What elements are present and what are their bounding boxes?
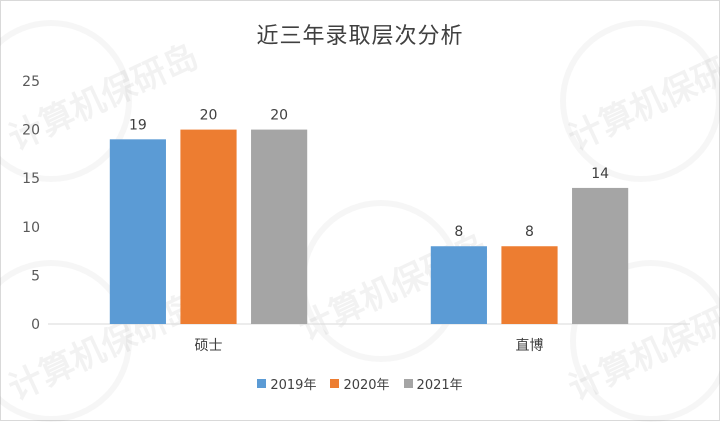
bar xyxy=(180,129,237,324)
bar xyxy=(572,187,629,324)
legend: 2019年 2020年 2021年 xyxy=(0,374,720,393)
data-label: 8 xyxy=(525,224,534,240)
legend-item: 2019年 xyxy=(257,374,316,393)
category-label: 硕士 xyxy=(195,338,223,354)
data-label: 14 xyxy=(591,166,609,182)
data-label: 20 xyxy=(270,108,288,124)
legend-swatch xyxy=(403,379,413,388)
legend-swatch xyxy=(330,379,340,388)
legend-swatch xyxy=(257,379,267,388)
y-tick-label: 5 xyxy=(31,268,40,284)
y-tick-label: 15 xyxy=(22,171,40,187)
chart-title: 近三年录取层次分析 xyxy=(256,24,464,49)
category-label: 直博 xyxy=(516,337,544,354)
data-label: 19 xyxy=(129,117,147,133)
y-tick-label: 20 xyxy=(22,123,40,139)
bar xyxy=(501,246,558,324)
legend-label: 2020年 xyxy=(343,378,390,393)
data-label: 8 xyxy=(454,224,463,240)
legend-item: 2021年 xyxy=(403,374,463,393)
legend-item: 2020年 xyxy=(330,374,390,393)
legend-label: 2019年 xyxy=(270,378,317,393)
legend-label: 2021年 xyxy=(416,378,463,393)
y-tick-label: 25 xyxy=(22,74,40,90)
bar xyxy=(109,139,166,324)
data-label: 20 xyxy=(200,108,218,124)
bar xyxy=(430,246,487,324)
bar xyxy=(251,129,308,324)
y-tick-label: 0 xyxy=(31,317,40,333)
y-tick-label: 10 xyxy=(22,220,40,236)
